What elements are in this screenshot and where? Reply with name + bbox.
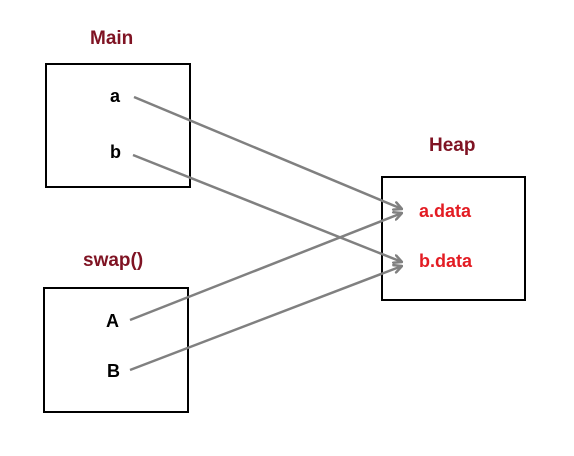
- arrow-B-to-b-data: [129, 266, 402, 372]
- main-title: Main: [90, 28, 134, 49]
- arrow-A-to-a-data: [129, 213, 402, 322]
- swap-var-B: B: [107, 361, 120, 381]
- swap-title: swap(): [83, 250, 144, 271]
- heap-title: Heap: [429, 135, 476, 156]
- heap-value-b-data: b.data: [419, 251, 473, 271]
- swap-var-A: A: [106, 311, 119, 331]
- heap-box: [381, 176, 526, 301]
- swap-frame-box: [43, 287, 189, 413]
- main-var-a: a: [110, 86, 121, 106]
- heap-value-a-data: a.data: [419, 201, 472, 221]
- arrow-a-to-a-data: [133, 95, 402, 209]
- arrow-b-to-b-data: [132, 153, 402, 262]
- main-var-b: b: [110, 142, 121, 162]
